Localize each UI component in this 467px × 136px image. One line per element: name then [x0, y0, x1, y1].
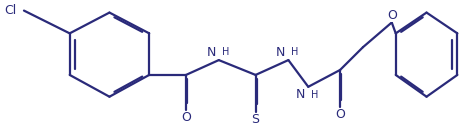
Text: O: O: [335, 108, 345, 121]
Text: N: N: [276, 46, 285, 59]
Text: H: H: [291, 47, 299, 57]
Text: H: H: [222, 47, 229, 57]
Text: N: N: [206, 46, 216, 59]
Text: N: N: [296, 88, 305, 101]
Text: S: S: [252, 113, 260, 126]
Text: O: O: [181, 111, 191, 124]
Text: H: H: [311, 90, 318, 100]
Text: Cl: Cl: [4, 4, 16, 17]
Text: O: O: [387, 9, 396, 22]
